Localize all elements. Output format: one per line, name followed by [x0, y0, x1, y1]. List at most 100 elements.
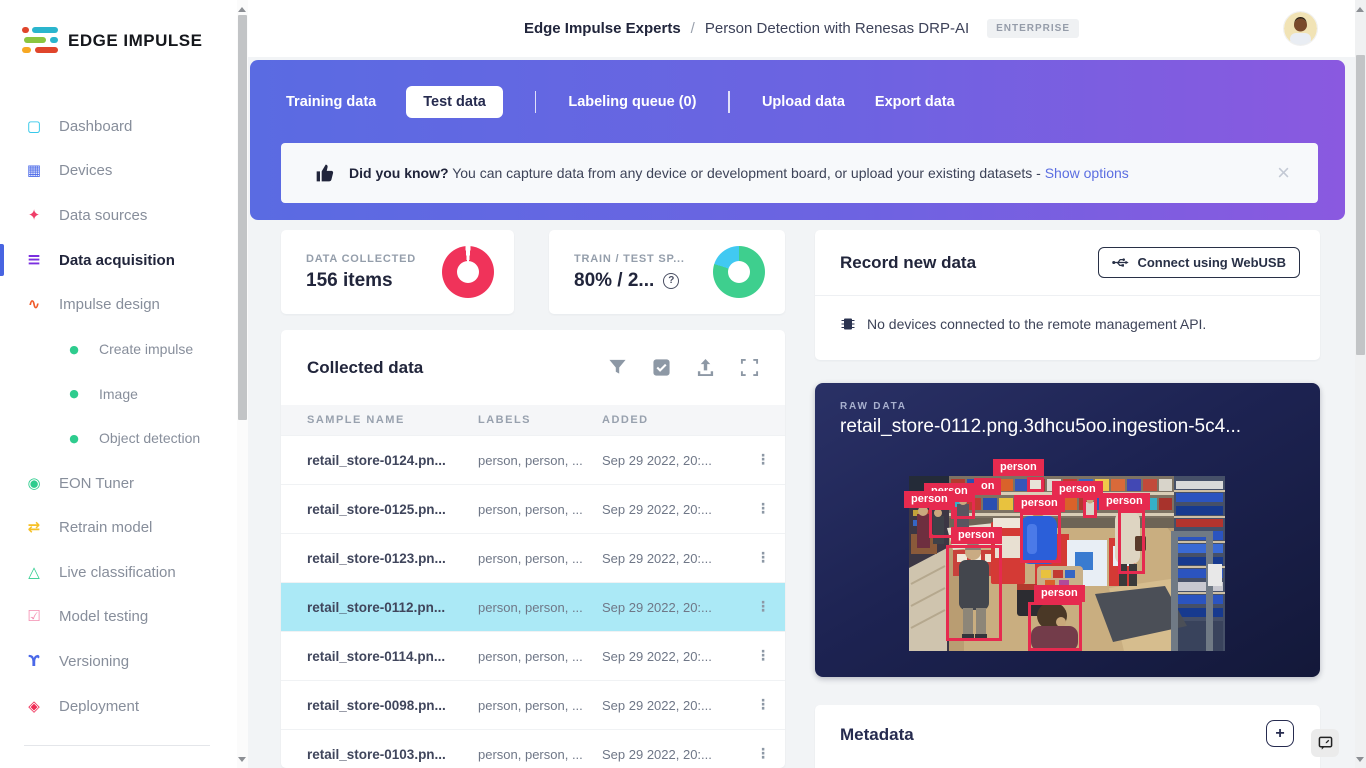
sample-added: Sep 29 2022, 20:...: [602, 550, 712, 566]
user-avatar[interactable]: [1284, 12, 1317, 45]
tab-upload-data[interactable]: Upload data: [761, 94, 845, 110]
bbox-rect: [1027, 477, 1044, 492]
bbox-label: person: [1099, 493, 1150, 510]
row-menu-icon[interactable]: ⋮: [756, 697, 770, 713]
sample-image: person on person: [904, 459, 1225, 651]
scroll-up-icon[interactable]: [1356, 5, 1365, 14]
table-row[interactable]: retail_store-0125.pn... person, person, …: [281, 484, 785, 533]
sidebar-item-dashboard[interactable]: ▢ Dashboard: [0, 104, 237, 149]
filter-icon[interactable]: [608, 358, 627, 377]
bbox-label: on: [974, 478, 1002, 495]
sidebar-divider: [24, 745, 210, 747]
collected-data-toolbar: [608, 358, 759, 377]
sidebar-item-data-acquisition[interactable]: ≡ Data acquisition: [0, 238, 237, 283]
breadcrumb: Edge Impulse Experts / Person Detection …: [523, 19, 1080, 38]
table-row[interactable]: retail_store-0103.pn... person, person, …: [281, 729, 785, 768]
train-test-split-label: TRAIN / TEST SP...: [574, 252, 685, 265]
bbox-rect: [1028, 602, 1082, 651]
edge-impulse-logo[interactable]: EDGE IMPULSE: [22, 26, 237, 56]
train-test-split-donut-chart: [713, 246, 765, 298]
sidebar-item-create-impulse[interactable]: ● Create impulse: [0, 327, 237, 372]
close-icon[interactable]: ×: [1277, 160, 1290, 185]
table-row[interactable]: retail_store-0123.pn... person, person, …: [281, 533, 785, 582]
table-row[interactable]: retail_store-0124.pn... person, person, …: [281, 435, 785, 484]
column-sample-name: SAMPLE NAME: [307, 414, 405, 426]
breadcrumb-page: Person Detection with Renesas DRP-AI: [704, 20, 970, 37]
table-body: retail_store-0124.pn... person, person, …: [281, 435, 785, 768]
top-header: Edge Impulse Experts / Person Detection …: [248, 0, 1355, 57]
bbox-label: person: [904, 491, 955, 508]
raw-data-card: RAW DATA retail_store-0112.png.3dhcu5oo.…: [815, 383, 1320, 677]
table-row[interactable]: retail_store-0098.pn... person, person, …: [281, 680, 785, 729]
metadata-card: Metadata +: [815, 705, 1320, 768]
help-icon[interactable]: ?: [663, 272, 680, 289]
sidebar-item-live-classification[interactable]: △ Live classification: [0, 550, 237, 595]
sidebar-item-label: Devices: [59, 162, 113, 180]
page-scrollbar[interactable]: [1355, 0, 1366, 768]
tab-separator[interactable]: [728, 91, 730, 113]
table-row[interactable]: retail_store-0114.pn... person, person, …: [281, 631, 785, 680]
tab-training-data[interactable]: Training data: [286, 94, 377, 110]
train-test-split-card: TRAIN / TEST SP... 80% / 2... ?: [549, 230, 785, 314]
retrain-model-icon: ⇄: [27, 518, 41, 537]
tab-labeling-queue[interactable]: Labeling queue (0): [568, 94, 697, 110]
row-menu-icon[interactable]: ⋮: [756, 501, 770, 517]
sidebar-item-impulse-design[interactable]: ∿ Impulse design: [0, 282, 237, 327]
bbox-label: person: [1034, 585, 1085, 602]
tab-export-data[interactable]: Export data: [874, 94, 955, 110]
sidebar-item-data-sources[interactable]: ✦ Data sources: [0, 193, 237, 238]
feedback-icon: [1318, 736, 1332, 750]
main-content: Training data Test data Labeling queue (…: [248, 57, 1355, 768]
page-scrollbar-thumb[interactable]: [1356, 55, 1365, 355]
sample-labels: person, person, ...: [478, 697, 583, 713]
sidebar-item-versioning[interactable]: ϒ Versioning: [0, 639, 237, 684]
row-menu-icon[interactable]: ⋮: [756, 599, 770, 615]
sidebar-item-model-testing[interactable]: ☑ Model testing: [0, 595, 237, 640]
table-header: SAMPLE NAME LABELS ADDED: [281, 405, 785, 435]
sidebar-item-label: Object detection: [99, 430, 201, 447]
table-row[interactable]: retail_store-0112.pn... person, person, …: [281, 582, 785, 631]
sidebar-item-object-detection[interactable]: ● Object detection: [0, 416, 237, 461]
sidebar-item-label: Live classification: [59, 563, 176, 581]
sidebar-item-label: Impulse design: [59, 296, 160, 314]
tab-separator[interactable]: [534, 91, 537, 113]
sidebar-item-image[interactable]: ● Image: [0, 372, 237, 417]
data-sources-icon: ✦: [27, 205, 41, 224]
sample-labels: person, person, ...: [478, 599, 583, 615]
avatar-image: [1284, 12, 1317, 45]
bbox-rect: [946, 545, 1002, 641]
breadcrumb-project-link[interactable]: Edge Impulse Experts: [523, 20, 681, 37]
scroll-down-icon[interactable]: [238, 755, 247, 764]
connect-webusb-button[interactable]: Connect using WebUSB: [1098, 247, 1300, 278]
bbox-label: person: [1014, 495, 1065, 512]
deployment-icon: ◈: [28, 696, 40, 715]
sidebar-item-retrain-model[interactable]: ⇄ Retrain model: [0, 505, 237, 550]
sidebar-item-devices[interactable]: ▦ Devices: [0, 149, 237, 194]
row-menu-icon[interactable]: ⋮: [756, 746, 770, 762]
usb-icon: [1112, 258, 1130, 267]
sidebar-item-eon-tuner[interactable]: ◉ EON Tuner: [0, 461, 237, 506]
row-menu-icon[interactable]: ⋮: [756, 550, 770, 566]
add-metadata-button[interactable]: +: [1266, 720, 1294, 747]
scroll-down-icon[interactable]: [1356, 755, 1365, 764]
object-detection-dot-icon: ●: [69, 431, 79, 445]
edge-impulse-logo-icon: [22, 26, 58, 56]
banner-text: Did you know? You can capture data from …: [349, 165, 1129, 181]
tab-test-data[interactable]: Test data: [406, 86, 503, 118]
sidebar-item-label: Data acquisition: [59, 251, 175, 269]
scroll-up-icon[interactable]: [238, 5, 247, 14]
devices-icon: ▦: [26, 161, 42, 180]
collected-data-card: Collected data: [281, 330, 785, 768]
upload-icon[interactable]: [696, 358, 715, 377]
feedback-button[interactable]: [1311, 729, 1339, 757]
sidebar-scrollbar-thumb[interactable]: [238, 15, 247, 420]
row-menu-icon[interactable]: ⋮: [756, 452, 770, 468]
show-options-link[interactable]: Show options: [1044, 165, 1129, 181]
sample-name: retail_store-0125.pn...: [307, 501, 446, 517]
sidebar-scrollbar[interactable]: [237, 0, 248, 768]
sidebar-item-deployment[interactable]: ◈ Deployment: [0, 684, 237, 729]
expand-icon[interactable]: [740, 358, 759, 377]
select-checkbox-icon[interactable]: [652, 358, 671, 377]
row-menu-icon[interactable]: ⋮: [756, 648, 770, 664]
sample-added: Sep 29 2022, 20:...: [602, 648, 712, 664]
